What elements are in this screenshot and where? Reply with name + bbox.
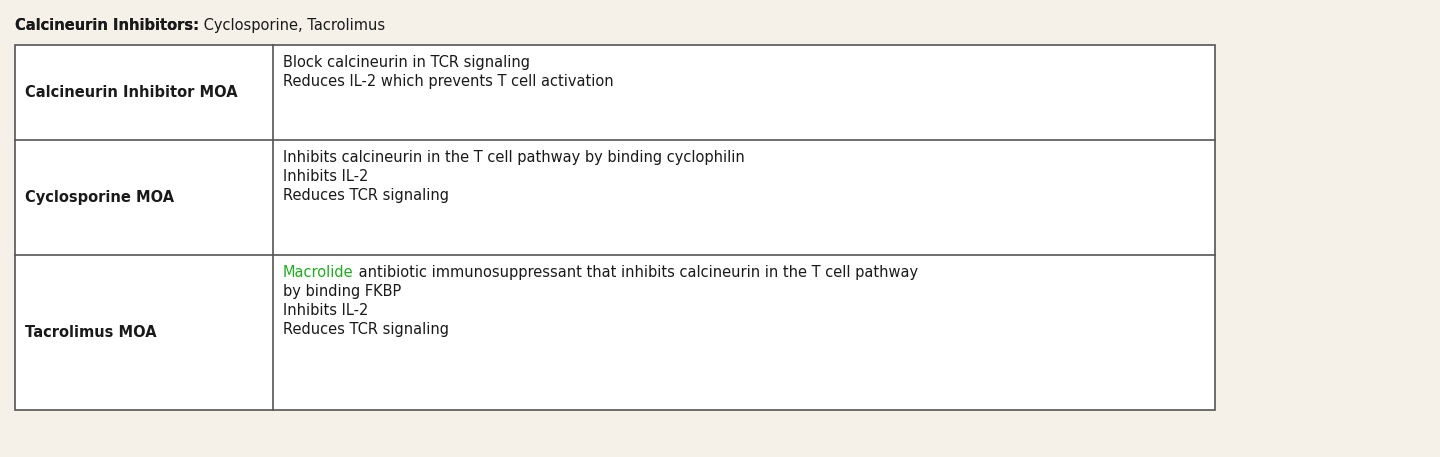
- Text: Cyclosporine, Tacrolimus: Cyclosporine, Tacrolimus: [199, 18, 384, 33]
- Text: by binding FKBP: by binding FKBP: [284, 284, 402, 299]
- Text: Reduces TCR signaling: Reduces TCR signaling: [284, 188, 449, 203]
- Text: antibiotic immunosuppressant that inhibits calcineurin in the T cell pathway: antibiotic immunosuppressant that inhibi…: [354, 265, 917, 280]
- Text: Calcineurin Inhibitors:: Calcineurin Inhibitors:: [14, 18, 199, 33]
- Text: Inhibits calcineurin in the T cell pathway by binding cyclophilin: Inhibits calcineurin in the T cell pathw…: [284, 150, 744, 165]
- Text: Tacrolimus MOA: Tacrolimus MOA: [24, 325, 157, 340]
- Text: Inhibits IL-2: Inhibits IL-2: [284, 303, 369, 318]
- Text: Reduces TCR signaling: Reduces TCR signaling: [284, 322, 449, 337]
- Bar: [14, 45, 1215, 410]
- Text: Calcineurin Inhibitor MOA: Calcineurin Inhibitor MOA: [24, 85, 238, 100]
- Text: Block calcineurin in TCR signaling: Block calcineurin in TCR signaling: [284, 55, 530, 70]
- Text: Cyclosporine MOA: Cyclosporine MOA: [24, 190, 174, 205]
- Text: Reduces IL-2 which prevents T cell activation: Reduces IL-2 which prevents T cell activ…: [284, 74, 613, 89]
- Text: Macrolide: Macrolide: [284, 265, 354, 280]
- Text: Calcineurin Inhibitors:: Calcineurin Inhibitors:: [14, 18, 199, 33]
- Text: Inhibits IL-2: Inhibits IL-2: [284, 169, 369, 184]
